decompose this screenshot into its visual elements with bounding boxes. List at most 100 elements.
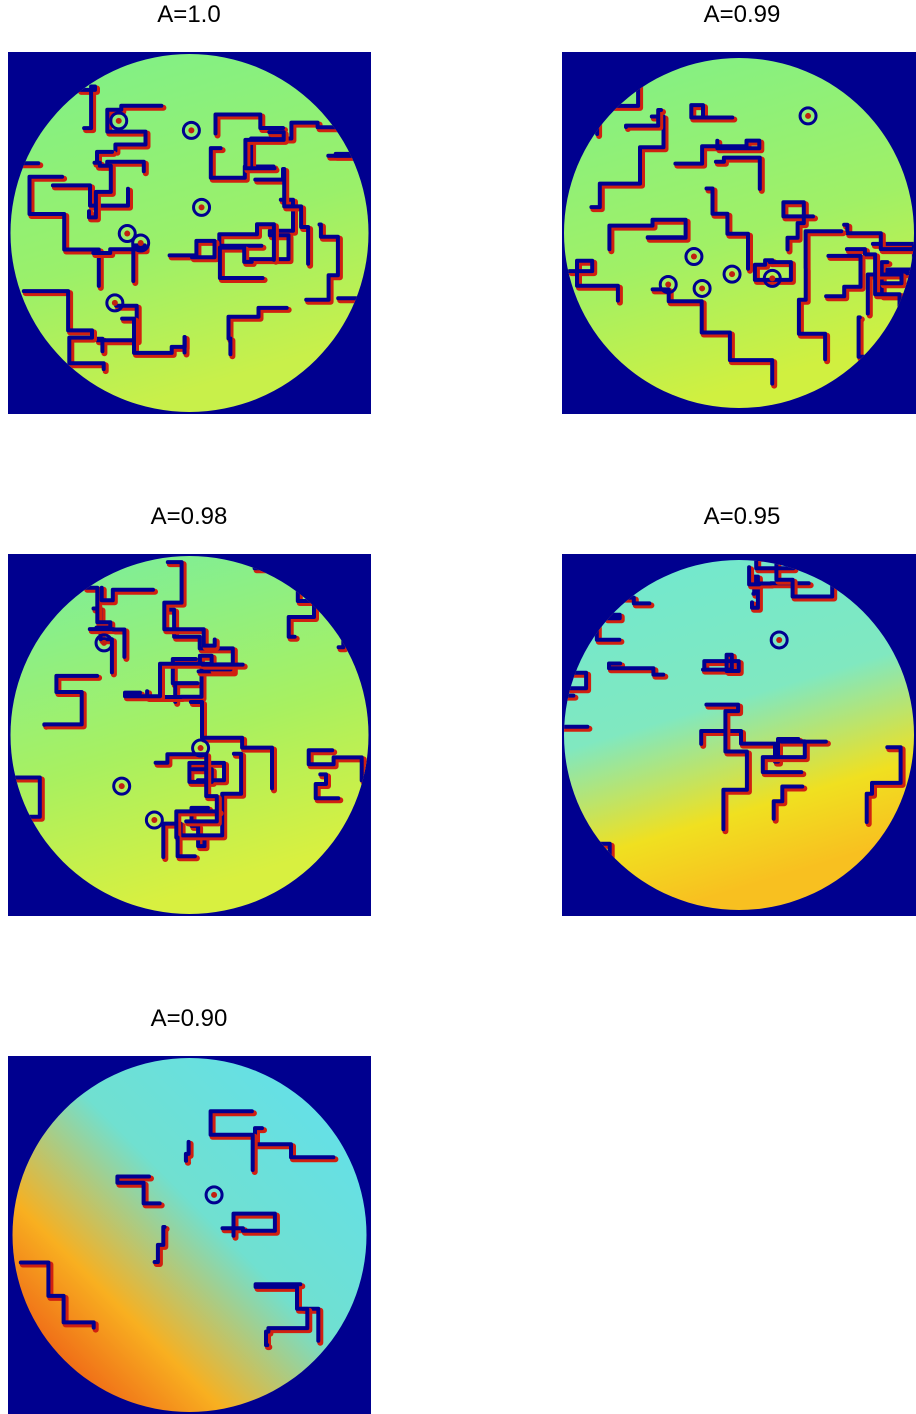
ring-inner: [101, 639, 108, 646]
fringe-red: [625, 109, 666, 132]
fringe-blue: [243, 130, 286, 171]
fringe-blue: [174, 809, 221, 859]
phase-map: [8, 52, 371, 414]
ring: [192, 197, 212, 217]
ring: [798, 106, 818, 126]
fringe-blue: [704, 702, 749, 832]
fringe-blue: [253, 1126, 336, 1160]
ring: [204, 1185, 224, 1205]
fringe-blue: [161, 751, 244, 859]
fringe-blue: [713, 155, 762, 191]
fringe-blue: [10, 775, 42, 853]
fringe-blue: [99, 585, 155, 603]
ring-inner: [151, 817, 158, 824]
fringe-blue: [704, 186, 750, 271]
fringes: [10, 560, 367, 862]
fringe-blue: [220, 1211, 277, 1238]
fringe-blue: [865, 272, 904, 316]
fringe-blue: [253, 1282, 321, 1343]
fringe-blue: [689, 103, 735, 120]
fringe-blue: [567, 258, 620, 303]
fringe-blue: [120, 316, 187, 355]
ring: [684, 247, 704, 267]
fringe-blue: [95, 303, 139, 354]
panel-title: A=1.0: [157, 1, 220, 28]
fringe-blue: [87, 627, 127, 659]
ring: [131, 233, 151, 253]
fringe-blue: [607, 661, 666, 677]
fringe-blue: [217, 245, 265, 280]
disc: [10, 556, 369, 914]
fringe-blue: [170, 657, 200, 704]
fringe-blue: [879, 260, 914, 344]
phase-map: [562, 52, 916, 414]
fringe-blue: [153, 752, 219, 824]
fringe-blue: [760, 739, 828, 775]
fringe-blue: [624, 108, 663, 129]
fringe-blue: [187, 760, 226, 784]
fringe-blue: [754, 560, 835, 599]
fringes: [10, 56, 369, 375]
fringe-blue: [844, 247, 902, 336]
fringe-blue: [673, 138, 762, 166]
fringe-blue: [87, 160, 113, 220]
panel-title: A=0.95: [704, 503, 781, 530]
fringe-blue: [796, 229, 844, 362]
fringe-blue: [750, 574, 760, 610]
fringe-blue: [306, 748, 364, 783]
fringe-blue: [264, 1306, 310, 1348]
fringe-blue: [123, 661, 245, 699]
ring: [658, 275, 678, 295]
ring-inner: [115, 117, 122, 124]
fringe-blue: [771, 784, 805, 821]
fringe-blue: [589, 114, 666, 210]
phase-map: [8, 554, 371, 916]
ring-inner: [198, 204, 205, 211]
fringe-blue: [105, 103, 164, 153]
fringe-blue: [162, 560, 217, 648]
fringe-blue: [699, 729, 801, 764]
fringe-blue: [607, 217, 688, 252]
ring-inner: [118, 783, 125, 790]
ring-inner: [769, 275, 776, 282]
ring: [769, 630, 789, 650]
ring-inner: [729, 271, 736, 278]
ring: [762, 268, 782, 288]
fringe-blue: [824, 253, 863, 299]
ring: [109, 111, 129, 131]
fringe-blue: [864, 745, 903, 824]
fringe-blue: [167, 238, 217, 260]
ring-inner: [699, 285, 706, 292]
ring: [181, 120, 201, 140]
ring: [722, 264, 742, 284]
ring-inner: [211, 1191, 218, 1198]
fringe-blue: [747, 565, 811, 587]
ring-inner: [805, 112, 812, 119]
ring-inner: [111, 299, 118, 306]
panel-title: A=0.99: [704, 1, 781, 28]
fringe-blue: [21, 289, 106, 372]
ring: [144, 810, 164, 830]
phase-map: [8, 1056, 371, 1414]
fringe-blue: [183, 1139, 191, 1163]
fringe-blue: [564, 630, 589, 698]
fringe-blue: [752, 258, 793, 282]
phase-map: [562, 554, 916, 916]
ring: [692, 278, 712, 298]
fringe-blue: [213, 112, 285, 136]
ring-inner: [665, 281, 672, 288]
fringe-blue: [226, 305, 289, 357]
ring-inner: [776, 636, 783, 643]
disc: [12, 1058, 367, 1412]
panel-title: A=0.98: [151, 503, 228, 530]
fringe-blue: [18, 1260, 96, 1330]
ring-inner: [124, 230, 131, 237]
ring: [94, 633, 114, 653]
fringe-blue: [313, 772, 341, 801]
ring-inner: [137, 239, 144, 246]
fringe-blue: [701, 652, 741, 673]
fringe-blue: [304, 222, 340, 302]
fringe-blue: [781, 200, 815, 252]
ring-inner: [197, 745, 204, 752]
ring-inner: [690, 253, 697, 260]
